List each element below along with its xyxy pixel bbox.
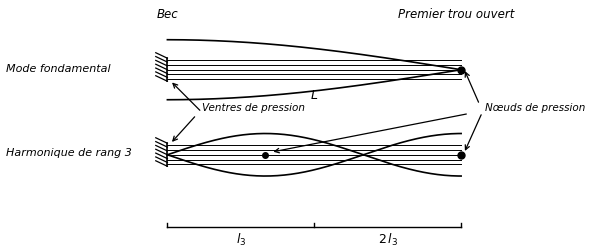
Text: $2\,l_3$: $2\,l_3$ [378, 231, 398, 247]
Text: Harmonique de rang 3: Harmonique de rang 3 [6, 148, 132, 158]
Text: Mode fondamental: Mode fondamental [6, 64, 111, 74]
Text: Nœuds de pression: Nœuds de pression [485, 103, 585, 113]
Text: Bec: Bec [156, 8, 178, 21]
Text: L: L [311, 89, 318, 102]
Text: Premier trou ouvert: Premier trou ouvert [398, 8, 514, 21]
Text: $l_3$: $l_3$ [236, 231, 246, 247]
Text: Ventres de pression: Ventres de pression [202, 103, 305, 113]
